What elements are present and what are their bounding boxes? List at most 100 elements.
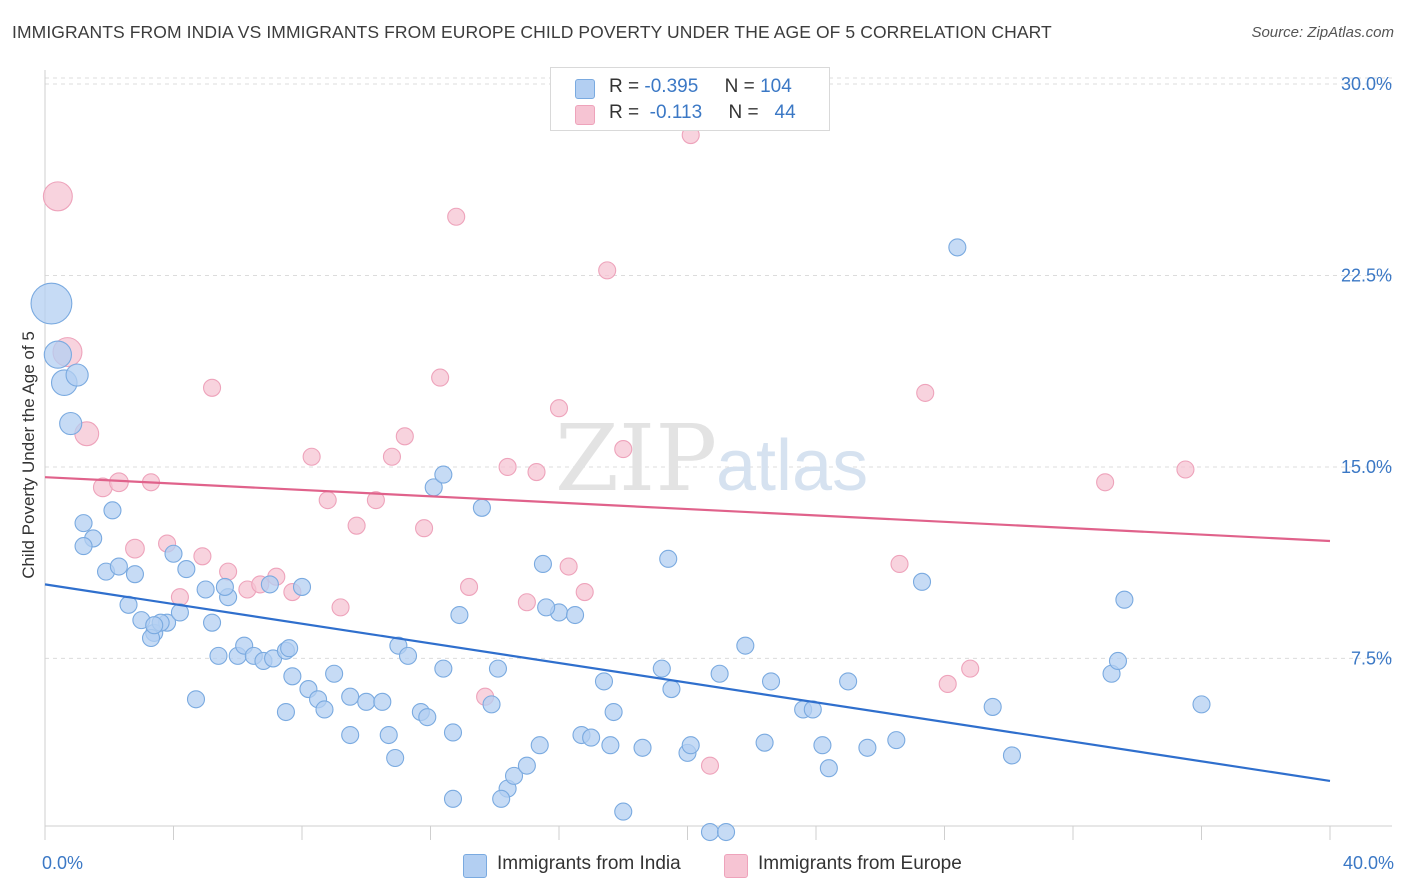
india-point-45: [373, 692, 392, 711]
india-point-10: [109, 557, 128, 576]
india-point-96: [948, 238, 967, 257]
india-point-97: [983, 697, 1002, 716]
europe-point-29: [517, 593, 536, 612]
india-point-36: [276, 702, 295, 722]
europe-point-34: [598, 261, 617, 280]
india-trend-line: [44, 583, 1331, 783]
india-point-49: [398, 646, 418, 665]
correlation-legend: R = -0.395 N = 104 R = -0.113 N = 44: [550, 67, 830, 131]
europe-point-31: [549, 399, 569, 418]
europe-point-21: [382, 447, 402, 466]
india-point-56: [450, 605, 469, 625]
india-point-78: [662, 680, 681, 699]
europe-point-5: [125, 538, 145, 559]
india-point-1: [43, 340, 73, 369]
india-point-0: [30, 282, 73, 325]
legend-swatch-europe: [575, 105, 595, 125]
india-point-83: [716, 822, 736, 842]
legend-n-label: N =: [724, 76, 755, 97]
india-point-75: [614, 802, 633, 821]
india-point-33: [215, 577, 234, 596]
y-tick-label-2: 15.0%: [1341, 457, 1392, 477]
india-point-16: [260, 575, 279, 594]
x-tick-label-min: 0.0%: [42, 853, 83, 873]
india-point-95: [912, 572, 932, 591]
india-point-100: [1108, 651, 1128, 671]
trendlines: [44, 476, 1331, 783]
europe-point-17: [318, 491, 337, 510]
india-point-62: [492, 789, 511, 808]
legend-r-europe: -0.113: [649, 102, 703, 123]
x-tick-labels: 0.0% 40.0%: [42, 853, 1394, 873]
legend-r-india: -0.395: [644, 76, 699, 97]
europe-point-4: [108, 472, 129, 493]
gridlines: [45, 77, 1392, 659]
india-point-71: [582, 728, 601, 747]
y-tick-label-0: 30.0%: [1341, 74, 1392, 94]
europe-point-30: [527, 463, 546, 482]
india-point-72: [601, 736, 620, 755]
india-point-82: [700, 822, 720, 842]
europe-point-16: [302, 447, 321, 466]
legend-text-india: R = -0.395 N = 104: [609, 76, 792, 98]
y-axis-title: Child Poverty Under the Age of 5: [19, 331, 38, 579]
india-point-77: [652, 659, 671, 678]
europe-point-33: [575, 582, 594, 602]
india-point-63: [443, 789, 463, 808]
series-india-points: [30, 238, 1211, 842]
india-point-57: [472, 498, 491, 517]
india-point-90: [813, 736, 832, 755]
india-point-69: [566, 605, 585, 625]
india-point-40: [315, 700, 334, 719]
india-point-87: [761, 672, 781, 691]
legend-text-europe: R = -0.113 N = 44: [609, 102, 796, 124]
legend-n-label: N =: [728, 102, 759, 123]
india-point-43: [341, 725, 360, 745]
india-point-85: [736, 636, 755, 655]
india-point-98: [1002, 746, 1022, 765]
india-point-74: [594, 672, 614, 691]
india-point-102: [1192, 695, 1211, 714]
watermark: ZIP atlas: [555, 405, 868, 512]
india-point-37: [283, 667, 302, 686]
legend-r-label: R =: [609, 76, 640, 97]
legend-n-india: 104: [760, 76, 792, 97]
europe-point-9: [193, 547, 212, 566]
india-point-41: [325, 664, 344, 683]
y-tick-labels: 30.0% 22.5% 15.0% 7.5%: [1341, 74, 1392, 668]
india-point-94: [887, 731, 906, 750]
india-point-12: [164, 544, 183, 563]
india-point-92: [839, 672, 858, 691]
y-tick-label-1: 22.5%: [1341, 265, 1392, 285]
europe-point-38: [890, 554, 909, 574]
india-point-5: [74, 514, 93, 533]
india-point-47: [386, 748, 405, 768]
watermark-atlas: atlas: [716, 426, 868, 506]
india-point-81: [681, 736, 700, 755]
india-point-79: [659, 549, 678, 568]
india-point-35: [186, 690, 206, 709]
europe-point-37: [700, 756, 720, 775]
india-point-4: [59, 411, 83, 436]
india-point-93: [858, 738, 877, 757]
india-point-86: [755, 733, 774, 752]
bottom-legend-swatch-europe: [724, 854, 748, 878]
europe-point-20: [366, 491, 385, 510]
india-point-3: [65, 363, 89, 387]
india-point-59: [488, 659, 508, 678]
india-point-44: [357, 692, 376, 711]
europe-point-32: [559, 557, 578, 576]
europe-point-19: [347, 516, 366, 535]
india-point-91: [819, 759, 838, 778]
india-point-73: [604, 702, 623, 722]
india-point-64: [517, 756, 536, 775]
europe-point-10: [203, 378, 222, 397]
europe-point-43: [1176, 460, 1195, 479]
europe-point-18: [331, 598, 350, 617]
india-point-84: [710, 664, 729, 683]
europe-point-35: [614, 440, 633, 459]
india-point-58: [482, 695, 501, 714]
india-point-13: [177, 560, 196, 579]
legend-r-label: R =: [609, 102, 640, 123]
